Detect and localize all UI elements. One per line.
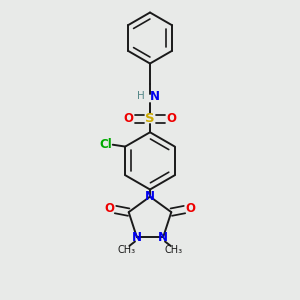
Text: S: S	[145, 112, 155, 125]
Text: CH₃: CH₃	[164, 245, 182, 255]
Text: N: N	[145, 190, 155, 203]
Text: N: N	[132, 231, 142, 244]
Text: O: O	[124, 112, 134, 125]
Text: H: H	[137, 91, 145, 101]
Text: N: N	[150, 90, 160, 103]
Text: O: O	[104, 202, 114, 215]
Text: CH₃: CH₃	[118, 245, 136, 255]
Text: O: O	[166, 112, 176, 125]
Text: N: N	[158, 231, 168, 244]
Text: O: O	[186, 202, 196, 215]
Text: Cl: Cl	[100, 138, 112, 151]
